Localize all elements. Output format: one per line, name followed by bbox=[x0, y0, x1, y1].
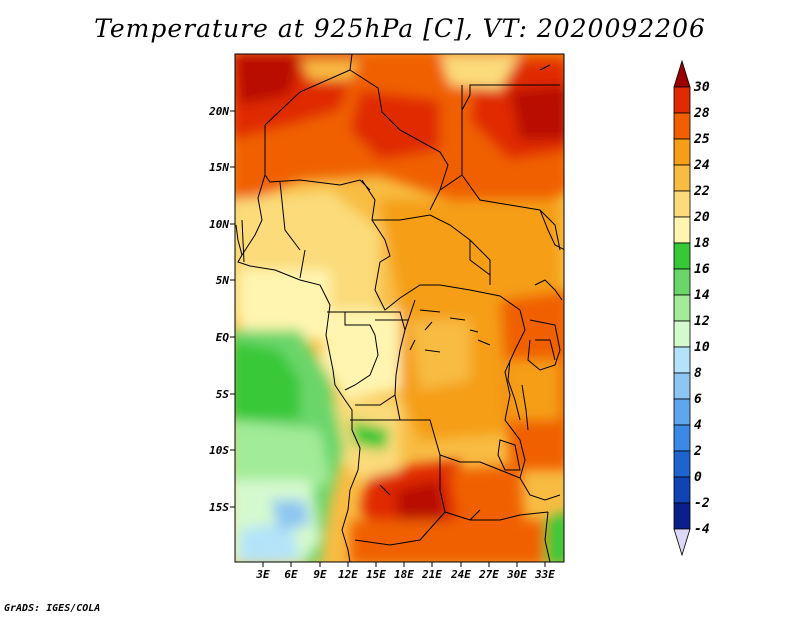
colorbar-cell bbox=[673, 320, 691, 348]
latitude-axis: 20N 15N 10N 5N EQ 5S 10S 15S bbox=[208, 105, 235, 514]
lon-label: 3E bbox=[255, 568, 270, 581]
colorbar-cell bbox=[673, 502, 691, 530]
map-frame bbox=[234, 53, 565, 563]
colorbar-cell bbox=[673, 476, 691, 504]
lat-label: 5N bbox=[216, 274, 230, 287]
colorbar-level-label: -2 bbox=[694, 496, 710, 511]
colorbar-level-label: 0 bbox=[694, 470, 702, 485]
colorbar-cell bbox=[673, 268, 691, 296]
lon-label: 21E bbox=[421, 568, 442, 581]
lon-label: 9E bbox=[313, 568, 327, 581]
colorbar-level-label: 20 bbox=[693, 210, 710, 225]
colorbar-cell bbox=[673, 242, 691, 270]
lat-label: 5S bbox=[216, 388, 230, 401]
lat-label: 10S bbox=[209, 444, 229, 457]
lon-label: 12E bbox=[338, 568, 358, 581]
lon-label: 6E bbox=[284, 568, 298, 581]
colorbar-cell bbox=[673, 346, 691, 374]
colorbar-cell bbox=[673, 112, 691, 140]
lat-label: 10N bbox=[209, 218, 229, 231]
colorbar-cells bbox=[673, 59, 691, 557]
lon-label: 18E bbox=[394, 568, 414, 581]
lon-label: 15E bbox=[366, 568, 386, 581]
colorbar-cell bbox=[673, 216, 691, 244]
colorbar-cell bbox=[673, 424, 691, 452]
lat-label: 15N bbox=[209, 161, 229, 174]
colorbar-cell bbox=[673, 372, 691, 400]
colorbar-level-label: 6 bbox=[694, 392, 702, 407]
colorbar-cell bbox=[673, 138, 691, 166]
temperature-field bbox=[235, 54, 564, 562]
lon-label: 27E bbox=[478, 568, 499, 581]
colorbar-level-label: -4 bbox=[694, 522, 710, 537]
colorbar-level-label: 10 bbox=[694, 340, 710, 355]
lon-label: 30E bbox=[506, 568, 527, 581]
colorbar-level-label: 2 bbox=[693, 444, 702, 459]
lat-label: EQ bbox=[216, 331, 230, 344]
colorbar-level-label: 18 bbox=[694, 236, 710, 251]
colorbar-level-label: 28 bbox=[693, 106, 710, 121]
lon-label: 24E bbox=[450, 568, 471, 581]
colorbar-top-arrow bbox=[673, 59, 691, 88]
colorbar-cell bbox=[673, 190, 691, 218]
colorbar-level-label: 4 bbox=[694, 418, 702, 433]
colorbar-cell bbox=[673, 450, 691, 478]
credit-label: GrADS: IGES/COLA bbox=[4, 603, 101, 614]
map-title: Temperature at 925hPa [C], VT: 202009220… bbox=[94, 14, 706, 43]
colorbar-cell bbox=[673, 164, 691, 192]
colorbar-level-label: 22 bbox=[693, 184, 710, 199]
colorbar-level-label: 24 bbox=[693, 158, 710, 173]
lat-label: 20N bbox=[208, 105, 229, 118]
colorbar-level-label: 30 bbox=[693, 80, 710, 95]
colorbar-cell bbox=[673, 86, 691, 114]
lon-label: 33E bbox=[534, 568, 555, 581]
colorbar-level-label: 8 bbox=[694, 366, 702, 381]
colorbar-bottom-arrow bbox=[673, 528, 691, 557]
longitude-axis: 3E 6E 9E 12E 15E 18E 21E 24E 27E 30E 33E bbox=[255, 562, 555, 581]
colorbar-level-label: 16 bbox=[694, 262, 710, 277]
colorbar-level-label: 25 bbox=[693, 132, 710, 147]
colorbar-level-label: 14 bbox=[694, 288, 710, 303]
colorbar-cell bbox=[673, 398, 691, 426]
lat-label: 15S bbox=[209, 501, 229, 514]
colorbar-cell bbox=[673, 294, 691, 322]
colorbar-level-label: 12 bbox=[694, 314, 710, 329]
